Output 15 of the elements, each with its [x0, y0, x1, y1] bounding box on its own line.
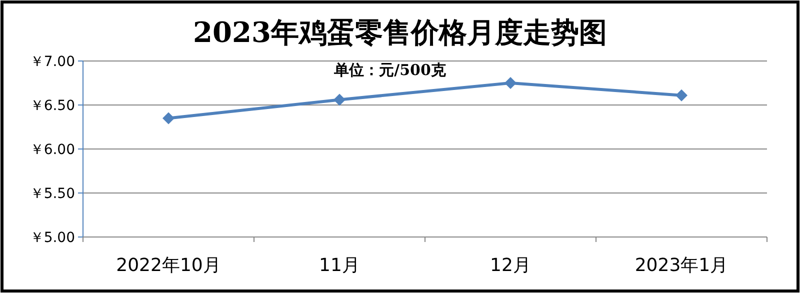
x-tick-label: 2023年1月	[634, 255, 728, 276]
y-tick-label: ￥6.00	[30, 142, 75, 158]
x-tick-label: 12月	[490, 255, 531, 276]
x-tick-label: 11月	[319, 255, 360, 276]
point	[162, 112, 174, 124]
point	[334, 94, 346, 106]
x-tick-label: 2022年10月	[116, 255, 221, 276]
y-tick-label: ￥7.00	[30, 54, 75, 70]
y-tick-label: ￥5.00	[30, 230, 75, 246]
y-tick-label: ￥5.50	[30, 186, 75, 202]
chart-title: 2023年鸡蛋零售价格月度走势图	[193, 16, 607, 49]
point	[504, 77, 516, 89]
chart-subtitle: 单位：元/500克	[333, 61, 447, 79]
y-tick-label: ￥6.50	[30, 98, 75, 114]
point	[676, 89, 688, 102]
